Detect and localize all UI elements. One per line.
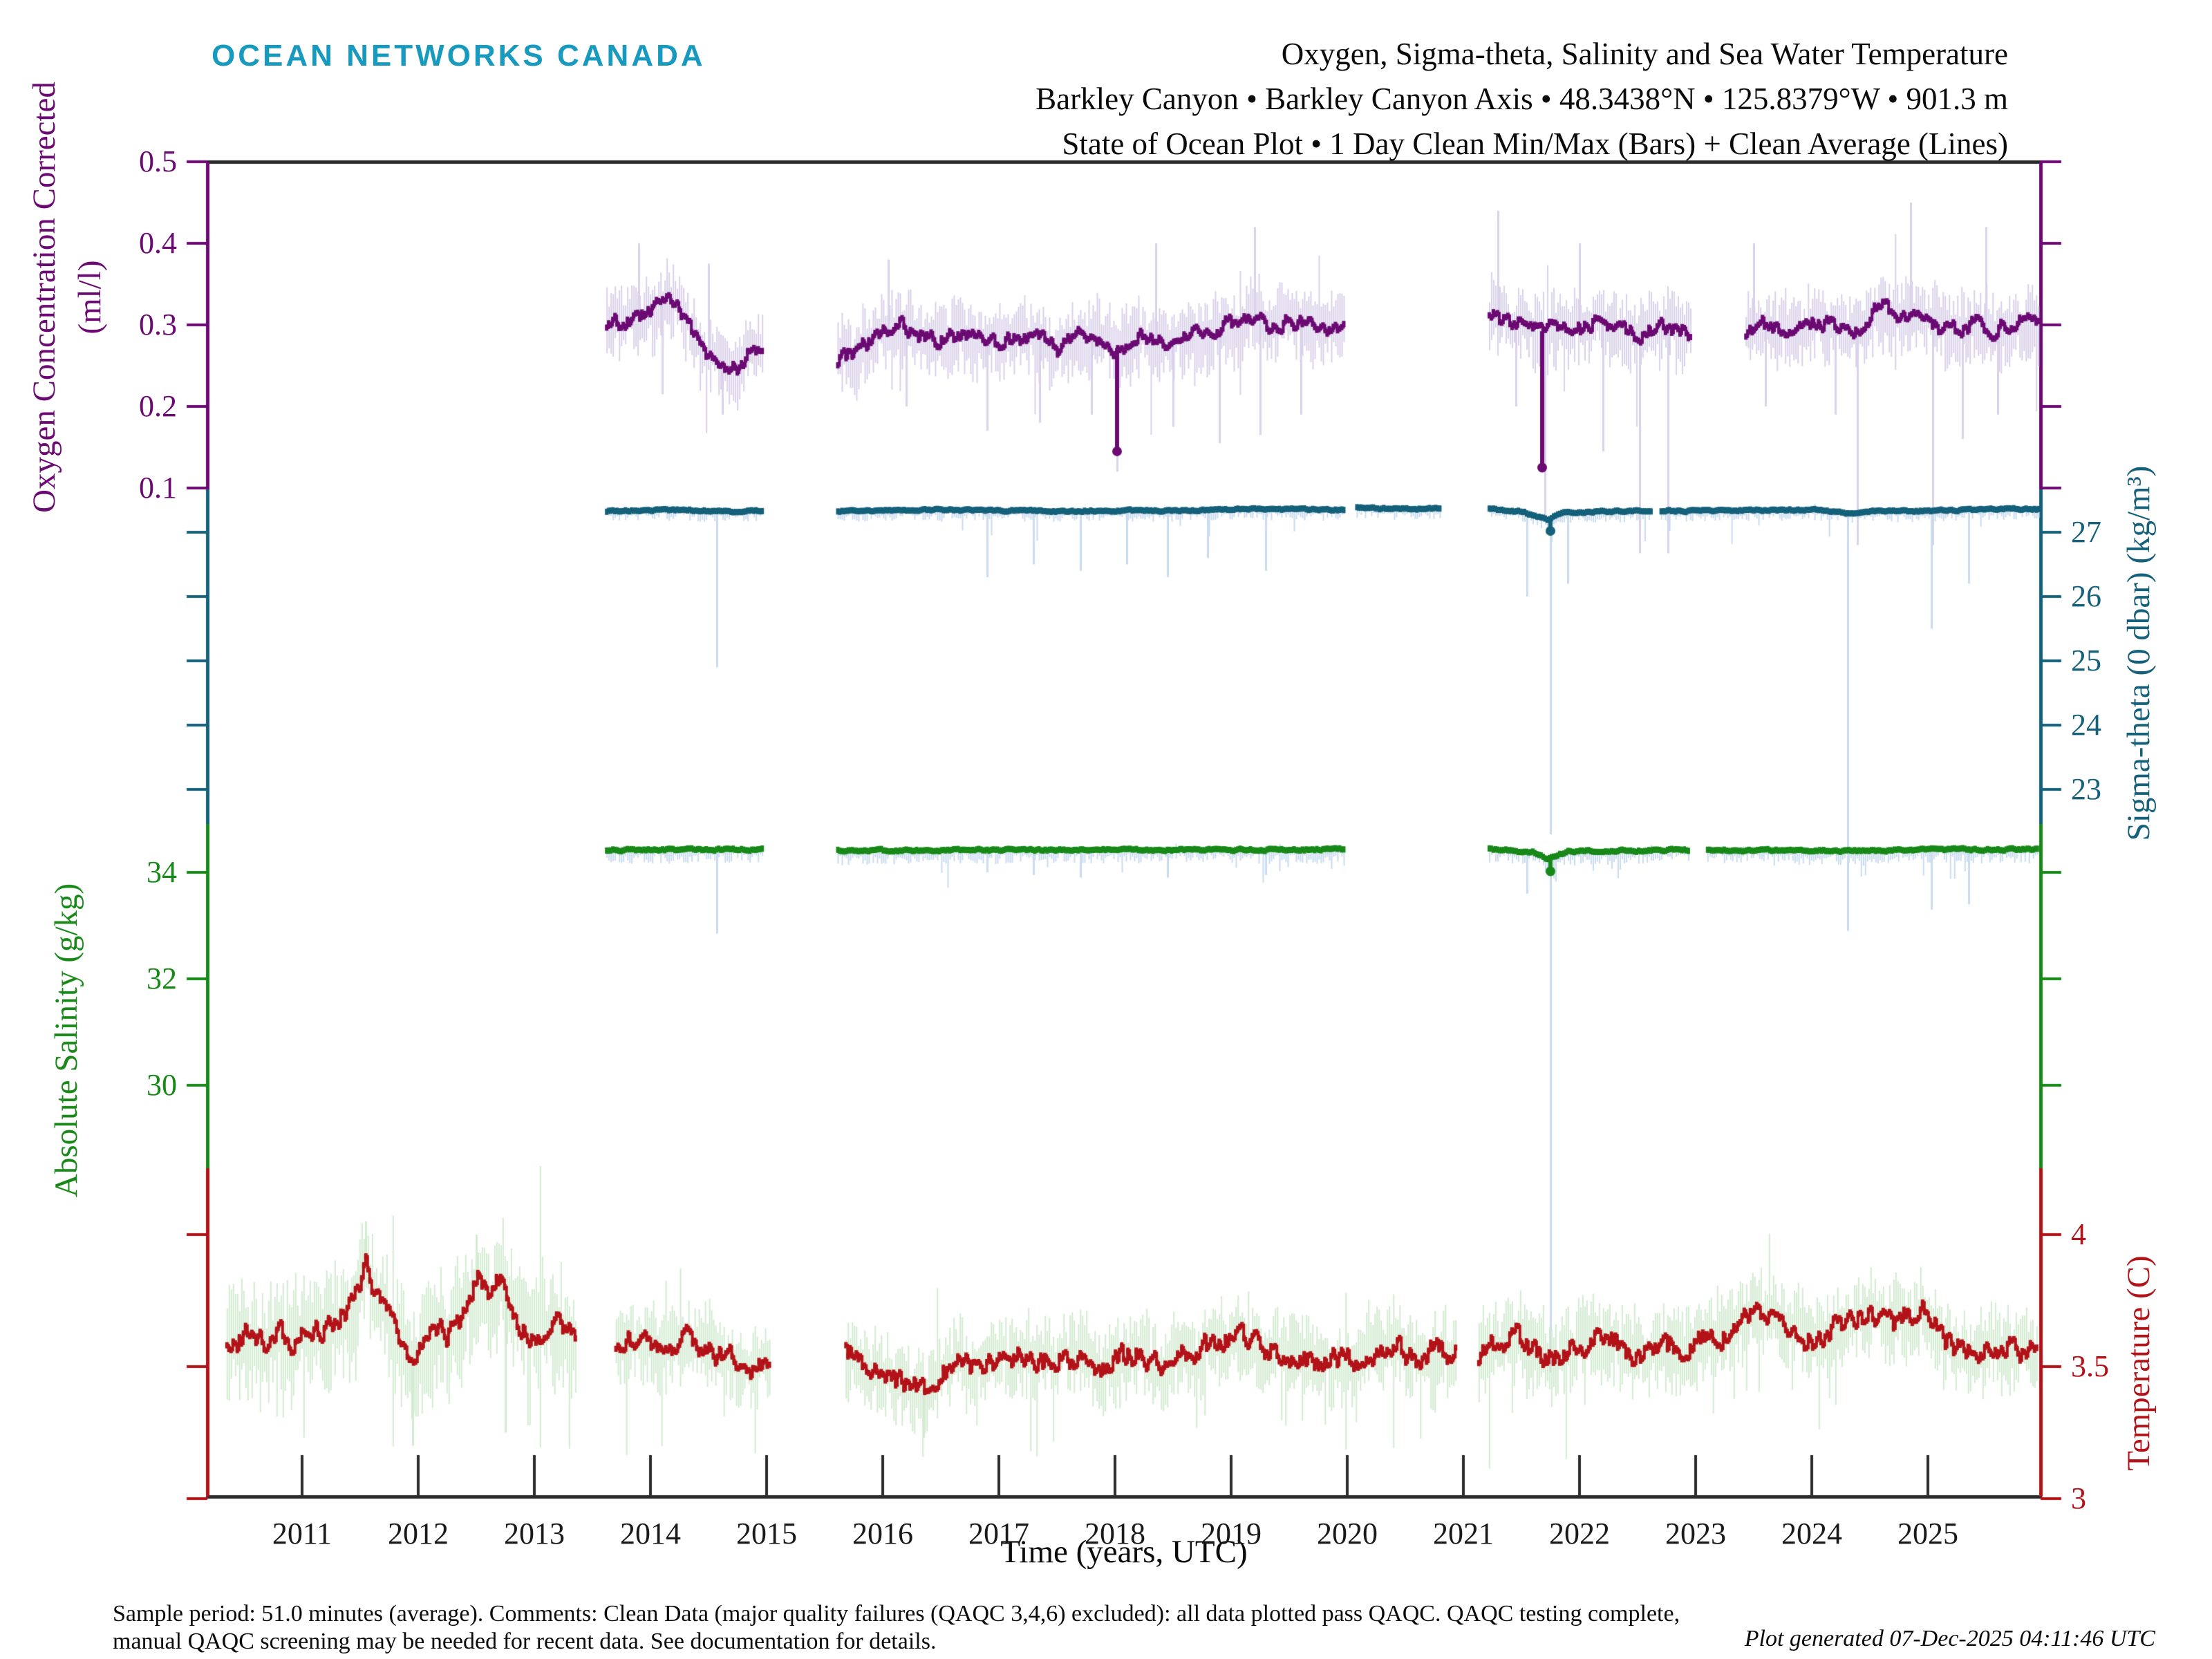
x-tick-label-2011: 2011 — [272, 1517, 332, 1550]
plot-subtitle-type: State of Ocean Plot • 1 Day Clean Min/Ma… — [1062, 126, 2008, 161]
y-tick-label-oxygen-0.2: 0.2 — [139, 389, 177, 423]
x-tick-label-2016: 2016 — [852, 1517, 913, 1550]
y-tick-label-salinity-32: 32 — [147, 962, 177, 995]
y-tick-label-oxygen-0.1: 0.1 — [139, 471, 177, 505]
y-tick-label-sigma_theta-25: 25 — [2071, 644, 2101, 677]
plot-generated-timestamp: Plot generated 07-Dec-2025 04:11:46 UTC — [1744, 1626, 2155, 1651]
y-tick-label-salinity-30: 30 — [147, 1068, 177, 1102]
y-tick-label-temperature-4: 4 — [2071, 1217, 2086, 1251]
y-axis-title-sigma-theta: Sigma-theta (0 dbar) (kg/m³) — [2121, 465, 2157, 841]
onc-logo: OCEAN NETWORKS CANADA — [212, 39, 706, 73]
y-axis-title-temperature: Temperature (C) — [2121, 1255, 2157, 1471]
x-tick-label-2014: 2014 — [620, 1517, 681, 1550]
y-tick-label-sigma_theta-27: 27 — [2071, 515, 2101, 549]
y-tick-label-oxygen-0.5: 0.5 — [139, 144, 177, 178]
x-tick-label-2023: 2023 — [1665, 1517, 1726, 1550]
plot-subtitle-location: Barkley Canyon • Barkley Canyon Axis • 4… — [1035, 82, 2008, 116]
x-axis-title: Time (years, UTC) — [1000, 1534, 1248, 1570]
x-tick-label-2013: 2013 — [504, 1517, 565, 1550]
x-tick-label-2021: 2021 — [1433, 1517, 1494, 1550]
y-tick-label-sigma_theta-24: 24 — [2071, 708, 2101, 742]
plot-title: Oxygen, Sigma-theta, Salinity and Sea Wa… — [1281, 37, 2008, 71]
y-tick-label-temperature-3.5: 3.5 — [2071, 1349, 2109, 1383]
y-axis-units-oxygen: (ml/l) — [72, 260, 108, 335]
y-tick-label-sigma_theta-26: 26 — [2071, 579, 2101, 613]
y-tick-label-sigma_theta-23: 23 — [2071, 772, 2101, 806]
footer-comments-line2: manual QAQC screening may be needed for … — [113, 1629, 937, 1654]
y-tick-label-oxygen-0.4: 0.4 — [139, 226, 177, 260]
y-tick-label-oxygen-0.3: 0.3 — [139, 308, 177, 341]
x-tick-label-2018: 2018 — [1085, 1517, 1145, 1550]
x-tick-label-2024: 2024 — [1781, 1517, 1842, 1550]
x-tick-label-2017: 2017 — [968, 1517, 1029, 1550]
x-tick-label-2020: 2020 — [1317, 1517, 1378, 1550]
y-axis-title-oxygen: Oxygen Concentration Corrected — [26, 82, 62, 513]
y-tick-label-salinity-34: 34 — [147, 855, 177, 889]
y-axis-title-salinity: Absolute Salinity (g/kg) — [48, 883, 84, 1198]
x-tick-label-2025: 2025 — [1897, 1517, 1958, 1550]
x-tick-label-2022: 2022 — [1549, 1517, 1610, 1550]
x-tick-label-2019: 2019 — [1201, 1517, 1262, 1550]
y-tick-label-temperature-3: 3 — [2071, 1481, 2086, 1515]
x-tick-label-2012: 2012 — [388, 1517, 449, 1550]
x-tick-label-2015: 2015 — [736, 1517, 797, 1550]
footer-comments-line1: Sample period: 51.0 minutes (average). C… — [113, 1601, 1680, 1627]
